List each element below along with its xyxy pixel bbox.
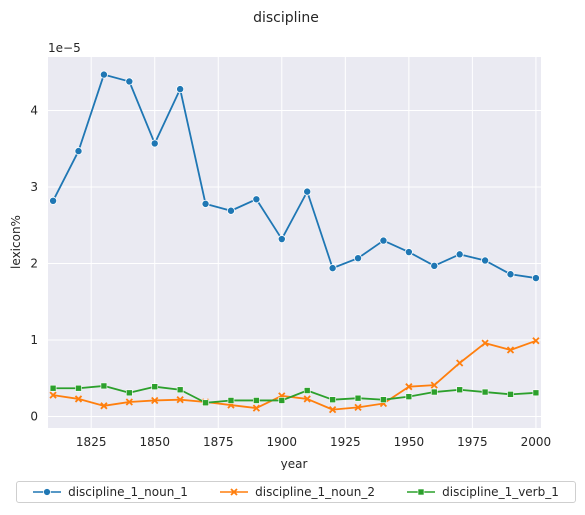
data-point xyxy=(456,359,464,367)
x-tick-label: 1850 xyxy=(139,435,170,449)
data-point xyxy=(49,196,58,205)
legend-line-circle-icon xyxy=(33,488,62,496)
x-tick-label: 1875 xyxy=(203,435,234,449)
data-point xyxy=(328,264,337,273)
data-point xyxy=(507,391,514,398)
data-point xyxy=(49,391,57,399)
data-point xyxy=(354,254,363,263)
data-point xyxy=(303,187,312,196)
data-point xyxy=(532,389,540,397)
legend-item-noun-1: discipline_1_noun_1 xyxy=(33,485,188,499)
data-point xyxy=(481,256,490,265)
data-point xyxy=(201,199,210,208)
data-point xyxy=(202,399,209,407)
series-line xyxy=(52,339,537,411)
data-point xyxy=(252,195,261,204)
data-point xyxy=(49,384,57,392)
data-point xyxy=(404,248,413,257)
data-point xyxy=(252,404,261,412)
data-point xyxy=(380,396,387,403)
data-point xyxy=(74,147,83,156)
data-point xyxy=(405,383,413,391)
y-tick-label: 1 xyxy=(30,333,38,347)
legend-line-x-icon xyxy=(220,488,249,496)
data-point xyxy=(303,387,311,394)
data-point xyxy=(328,406,337,414)
x-tick-label: 2000 xyxy=(521,435,552,449)
y-axis-label: lexicon% xyxy=(9,215,23,269)
data-point xyxy=(379,236,388,245)
legend-line-square-icon xyxy=(407,488,436,496)
data-point xyxy=(75,384,82,392)
chart: discipline 1825 1850 1875 1900 1925 1950 1975 2… xyxy=(9,10,551,470)
data-point xyxy=(176,396,184,404)
data-point xyxy=(430,261,439,270)
data-point xyxy=(354,394,362,402)
data-point xyxy=(277,235,286,244)
data-point xyxy=(405,393,413,400)
data-point xyxy=(481,388,489,396)
x-axis-label: year xyxy=(281,457,308,470)
y-tick-label: 3 xyxy=(30,180,38,194)
data-point xyxy=(176,85,185,94)
y-tick-label: 2 xyxy=(30,257,38,271)
x-tick-labels: 1825 1850 1875 1900 1925 1950 1975 2000 xyxy=(76,435,551,449)
y-tick-label: 4 xyxy=(30,104,38,118)
data-point xyxy=(506,346,515,354)
series-line xyxy=(52,73,537,279)
legend-label: discipline_1_verb_1 xyxy=(442,485,559,499)
data-point xyxy=(99,70,108,79)
x-tick-label: 1900 xyxy=(267,435,298,449)
x-tick-label: 1925 xyxy=(330,435,361,449)
legend-label: discipline_1_noun_1 xyxy=(68,485,188,499)
chart-title: discipline xyxy=(253,10,319,26)
data-point xyxy=(126,389,133,397)
data-point xyxy=(506,270,515,279)
data-point xyxy=(430,388,438,396)
data-point xyxy=(532,337,540,345)
data-point xyxy=(278,397,286,404)
x-tick-label: 1825 xyxy=(76,435,107,449)
data-point xyxy=(354,403,362,411)
plot-area xyxy=(48,57,541,428)
series-markers xyxy=(49,70,540,414)
data-point xyxy=(100,402,108,410)
data-point xyxy=(430,381,438,389)
data-point xyxy=(481,339,489,347)
data-point xyxy=(150,139,159,148)
x-tick-label: 1950 xyxy=(394,435,425,449)
data-point xyxy=(125,398,133,406)
data-point xyxy=(303,395,311,403)
legend-label: discipline_1_noun_2 xyxy=(255,485,375,499)
data-point xyxy=(253,397,260,404)
x-tick-label: 1975 xyxy=(457,435,488,449)
y-tick-labels: 0 1 2 3 4 xyxy=(30,104,38,424)
data-point xyxy=(151,383,159,390)
data-point xyxy=(125,77,134,86)
grid-lines xyxy=(48,57,541,428)
data-point xyxy=(74,395,83,403)
y-tick-label: 0 xyxy=(30,410,38,424)
data-point xyxy=(329,396,336,403)
legend-item-noun-2: discipline_1_noun_2 xyxy=(220,485,375,499)
data-point xyxy=(455,250,464,259)
data-point xyxy=(100,382,108,390)
data-point xyxy=(226,206,235,215)
series-line xyxy=(53,385,536,404)
data-point xyxy=(227,397,235,404)
series-lines xyxy=(52,73,537,411)
data-point xyxy=(151,396,159,405)
data-point xyxy=(531,274,540,283)
y-scale-label: 1e−5 xyxy=(48,41,81,55)
legend-item-verb-1: discipline_1_verb_1 xyxy=(407,485,559,499)
legend: discipline_1_noun_1 discipline_1_noun_2 … xyxy=(16,481,576,503)
data-point xyxy=(456,386,463,394)
data-point xyxy=(176,386,184,394)
